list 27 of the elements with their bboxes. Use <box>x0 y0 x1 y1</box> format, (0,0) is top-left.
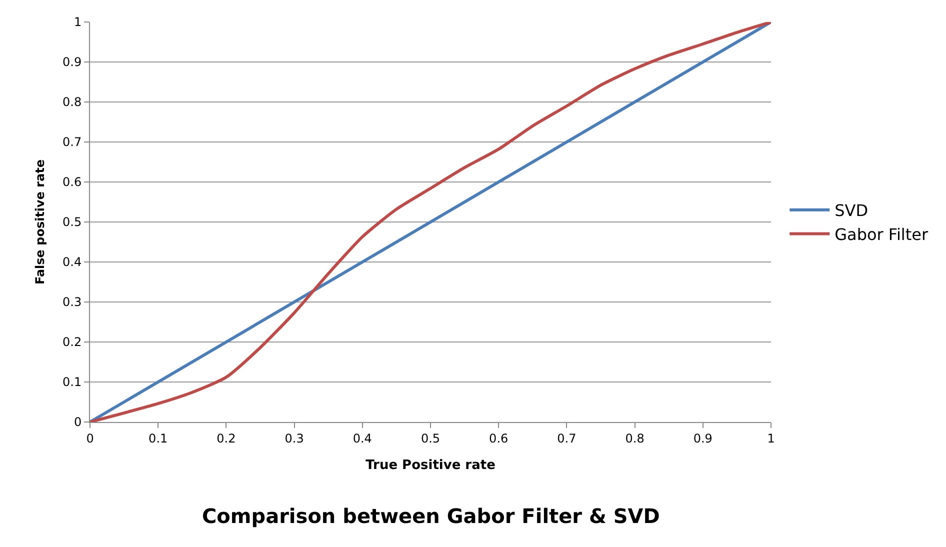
x-tick-label: 0.6 <box>489 431 508 446</box>
x-tick-label: 0.8 <box>625 431 644 446</box>
y-tick-label: 1 <box>74 15 82 30</box>
x-tick-label: 0.2 <box>216 431 236 446</box>
x-tick-label: 1 <box>767 431 775 446</box>
y-tick-label: 0.8 <box>62 95 82 110</box>
y-tick-label: 0.6 <box>62 175 82 190</box>
legend-label: SVD <box>834 201 868 220</box>
y-tick-label: 0.3 <box>62 295 82 310</box>
x-tick-label: 0 <box>86 431 94 446</box>
y-tick-label: 0.4 <box>62 255 82 270</box>
text: Comparison between Gabor Filter & SVD <box>202 504 660 528</box>
y-tick-label: 0.2 <box>62 335 82 350</box>
x-axis-title: True Positive rate <box>366 458 496 473</box>
x-tick-label: 0.1 <box>148 431 168 446</box>
x-tick-label: 0.9 <box>693 431 712 446</box>
legend-label: Gabor Filter <box>834 224 928 244</box>
y-tick-label: 0.7 <box>62 135 82 150</box>
y-tick-label: 0.5 <box>62 215 82 230</box>
x-tick-label: 0.3 <box>284 431 304 446</box>
y-tick-label: 0.1 <box>62 375 82 390</box>
x-tick-label: 0.4 <box>352 431 372 446</box>
y-tick-label: 0.9 <box>62 55 82 70</box>
x-tick-label: 0.7 <box>557 431 576 446</box>
x-tick-label: 0.5 <box>420 431 440 446</box>
y-axis-title: False positive rate <box>32 159 47 285</box>
y-tick-label: 0 <box>74 415 82 430</box>
